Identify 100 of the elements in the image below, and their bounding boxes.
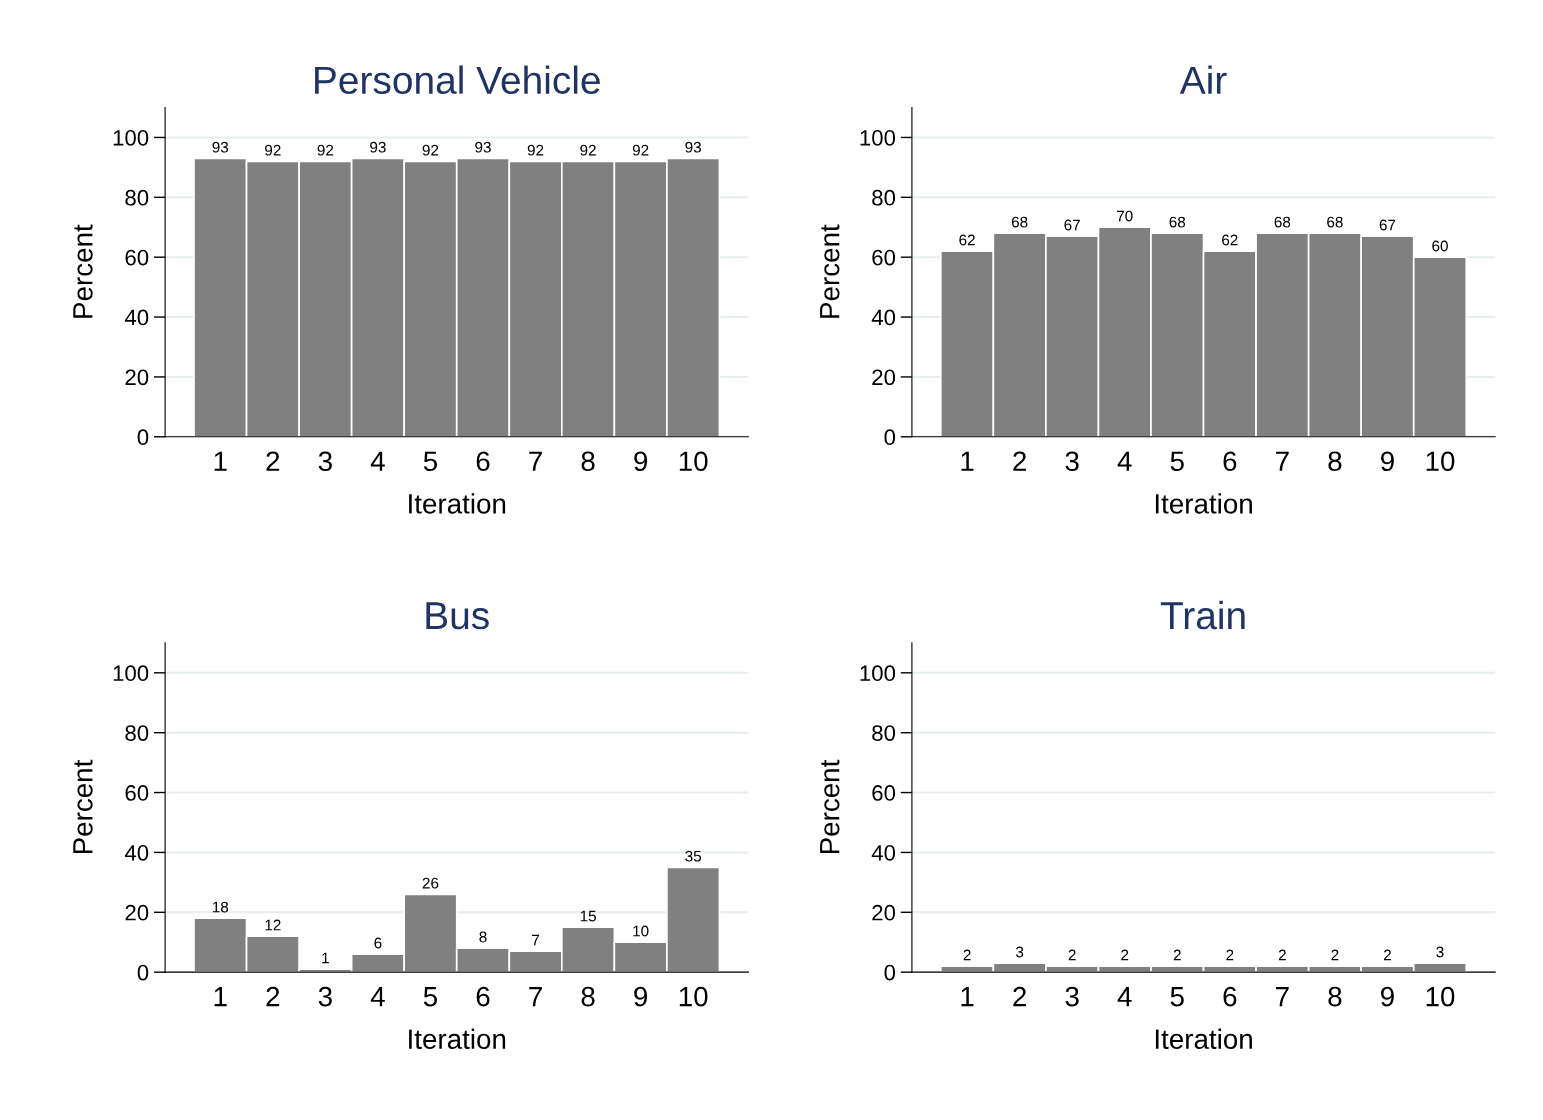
- x-tick-label: 1: [961, 987, 974, 1007]
- x-tick-label: 9: [634, 986, 648, 1007]
- y-tick-label: 60: [125, 785, 149, 801]
- y-tick-label: 100: [113, 129, 149, 146]
- data-label: 2: [1121, 949, 1129, 961]
- chart-title: Personal Vehicle: [315, 65, 600, 95]
- x-tick-label: 2: [266, 451, 280, 471]
- data-label: 3: [1436, 946, 1444, 958]
- data-label: 18: [212, 901, 229, 913]
- x-tick-label: 8: [1328, 986, 1342, 1007]
- data-label: 93: [370, 141, 386, 153]
- chart-title: Train: [1160, 600, 1245, 630]
- y-tick-label: 100: [860, 129, 896, 146]
- x-tick-label: 5: [423, 451, 438, 472]
- x-tick-label: 1: [214, 451, 227, 471]
- y-tick-label: 100: [860, 665, 896, 682]
- data-label: 92: [317, 144, 334, 156]
- data-label: 2: [1278, 949, 1286, 961]
- x-tick-label: 6: [476, 986, 490, 1007]
- x-tick-label: 2: [1013, 986, 1026, 1007]
- x-tick-label: 7: [529, 987, 542, 1007]
- x-tick-label: 2: [266, 986, 280, 1007]
- data-label: 92: [422, 144, 439, 156]
- data-label: 10: [633, 925, 649, 937]
- x-tick-label: 8: [1328, 451, 1342, 472]
- data-label: 93: [212, 141, 229, 153]
- x-tick-label: 5: [1170, 987, 1184, 1007]
- x-axis-title: Iteration: [409, 493, 506, 514]
- y-tick-label: 0: [137, 964, 149, 981]
- data-label: 67: [1379, 219, 1396, 231]
- x-tick-label: 4: [1117, 451, 1132, 471]
- y-tick-label: 20: [872, 369, 896, 386]
- y-tick-label: 80: [872, 189, 896, 206]
- data-label: 15: [580, 910, 596, 922]
- data-label: 92: [580, 144, 596, 156]
- x-axis-title: Iteration: [409, 1028, 506, 1050]
- data-label: 70: [1117, 210, 1133, 222]
- y-tick-label: 60: [125, 249, 149, 266]
- y-tick-label: 20: [872, 904, 896, 921]
- x-tick-label: 8: [581, 986, 595, 1007]
- x-tick-label: 3: [1065, 451, 1079, 472]
- chart-title: Bus: [426, 602, 489, 630]
- x-tick-label: 1: [214, 987, 227, 1007]
- x-tick-label: 4: [1117, 987, 1132, 1007]
- x-tick-label: 10: [679, 451, 708, 472]
- x-tick-label: 6: [1223, 986, 1237, 1007]
- x-tick-label: 6: [476, 451, 490, 472]
- y-tick-label: 0: [137, 429, 149, 446]
- data-label: 12: [265, 919, 281, 931]
- y-tick-label: 40: [871, 309, 896, 326]
- y-tick-label: 80: [125, 189, 149, 206]
- x-tick-label: 7: [529, 451, 542, 471]
- data-label: 2: [1226, 949, 1234, 961]
- x-axis-title: Iteration: [1155, 493, 1252, 514]
- data-label: 93: [685, 141, 702, 153]
- data-label: 7: [532, 934, 540, 946]
- y-tick-label: 80: [872, 725, 896, 741]
- y-axis-title: Percent: [820, 224, 840, 318]
- x-tick-label: 3: [318, 451, 332, 472]
- data-label: 62: [1222, 234, 1238, 246]
- y-tick-label: 20: [125, 904, 149, 921]
- data-label: 2: [1331, 949, 1339, 961]
- x-tick-label: 10: [1426, 451, 1455, 472]
- x-tick-label: 2: [1013, 451, 1026, 471]
- y-tick-label: 0: [884, 964, 896, 981]
- y-axis-title: Percent: [73, 759, 93, 854]
- y-tick-label: 100: [113, 665, 149, 682]
- x-tick-label: 9: [1381, 986, 1394, 1007]
- x-tick-label: 7: [1276, 451, 1289, 471]
- y-tick-label: 20: [125, 369, 149, 386]
- x-tick-label: 10: [1426, 986, 1455, 1007]
- data-label: 2: [1068, 949, 1076, 961]
- y-tick-label: 60: [872, 785, 896, 801]
- y-tick-label: 40: [871, 844, 896, 861]
- x-tick-label: 5: [423, 987, 438, 1007]
- x-tick-label: 10: [679, 986, 708, 1007]
- x-tick-label: 7: [1276, 987, 1289, 1007]
- data-label: 2: [1383, 949, 1391, 961]
- data-label: 26: [422, 877, 439, 889]
- data-label: 2: [963, 949, 971, 961]
- y-tick-label: 80: [125, 725, 149, 741]
- data-label: 62: [959, 234, 975, 246]
- data-label: 68: [1011, 216, 1028, 228]
- x-tick-label: 1: [961, 451, 974, 471]
- data-label: 68: [1327, 216, 1343, 228]
- x-tick-label: 4: [370, 451, 385, 471]
- data-label: 8: [479, 931, 487, 943]
- x-tick-label: 9: [1381, 451, 1394, 472]
- data-label: 6: [374, 937, 382, 949]
- x-tick-label: 4: [370, 987, 385, 1007]
- y-tick-label: 0: [884, 429, 896, 446]
- x-tick-label: 9: [634, 451, 648, 472]
- chart-title: Air: [1179, 65, 1227, 94]
- data-label: 1: [322, 952, 329, 964]
- data-label: 2: [1173, 949, 1181, 961]
- data-label: 67: [1064, 219, 1080, 231]
- data-label: 92: [527, 144, 544, 156]
- data-label: 92: [265, 144, 281, 156]
- y-tick-label: 60: [872, 249, 896, 266]
- x-axis-title: Iteration: [1155, 1028, 1252, 1050]
